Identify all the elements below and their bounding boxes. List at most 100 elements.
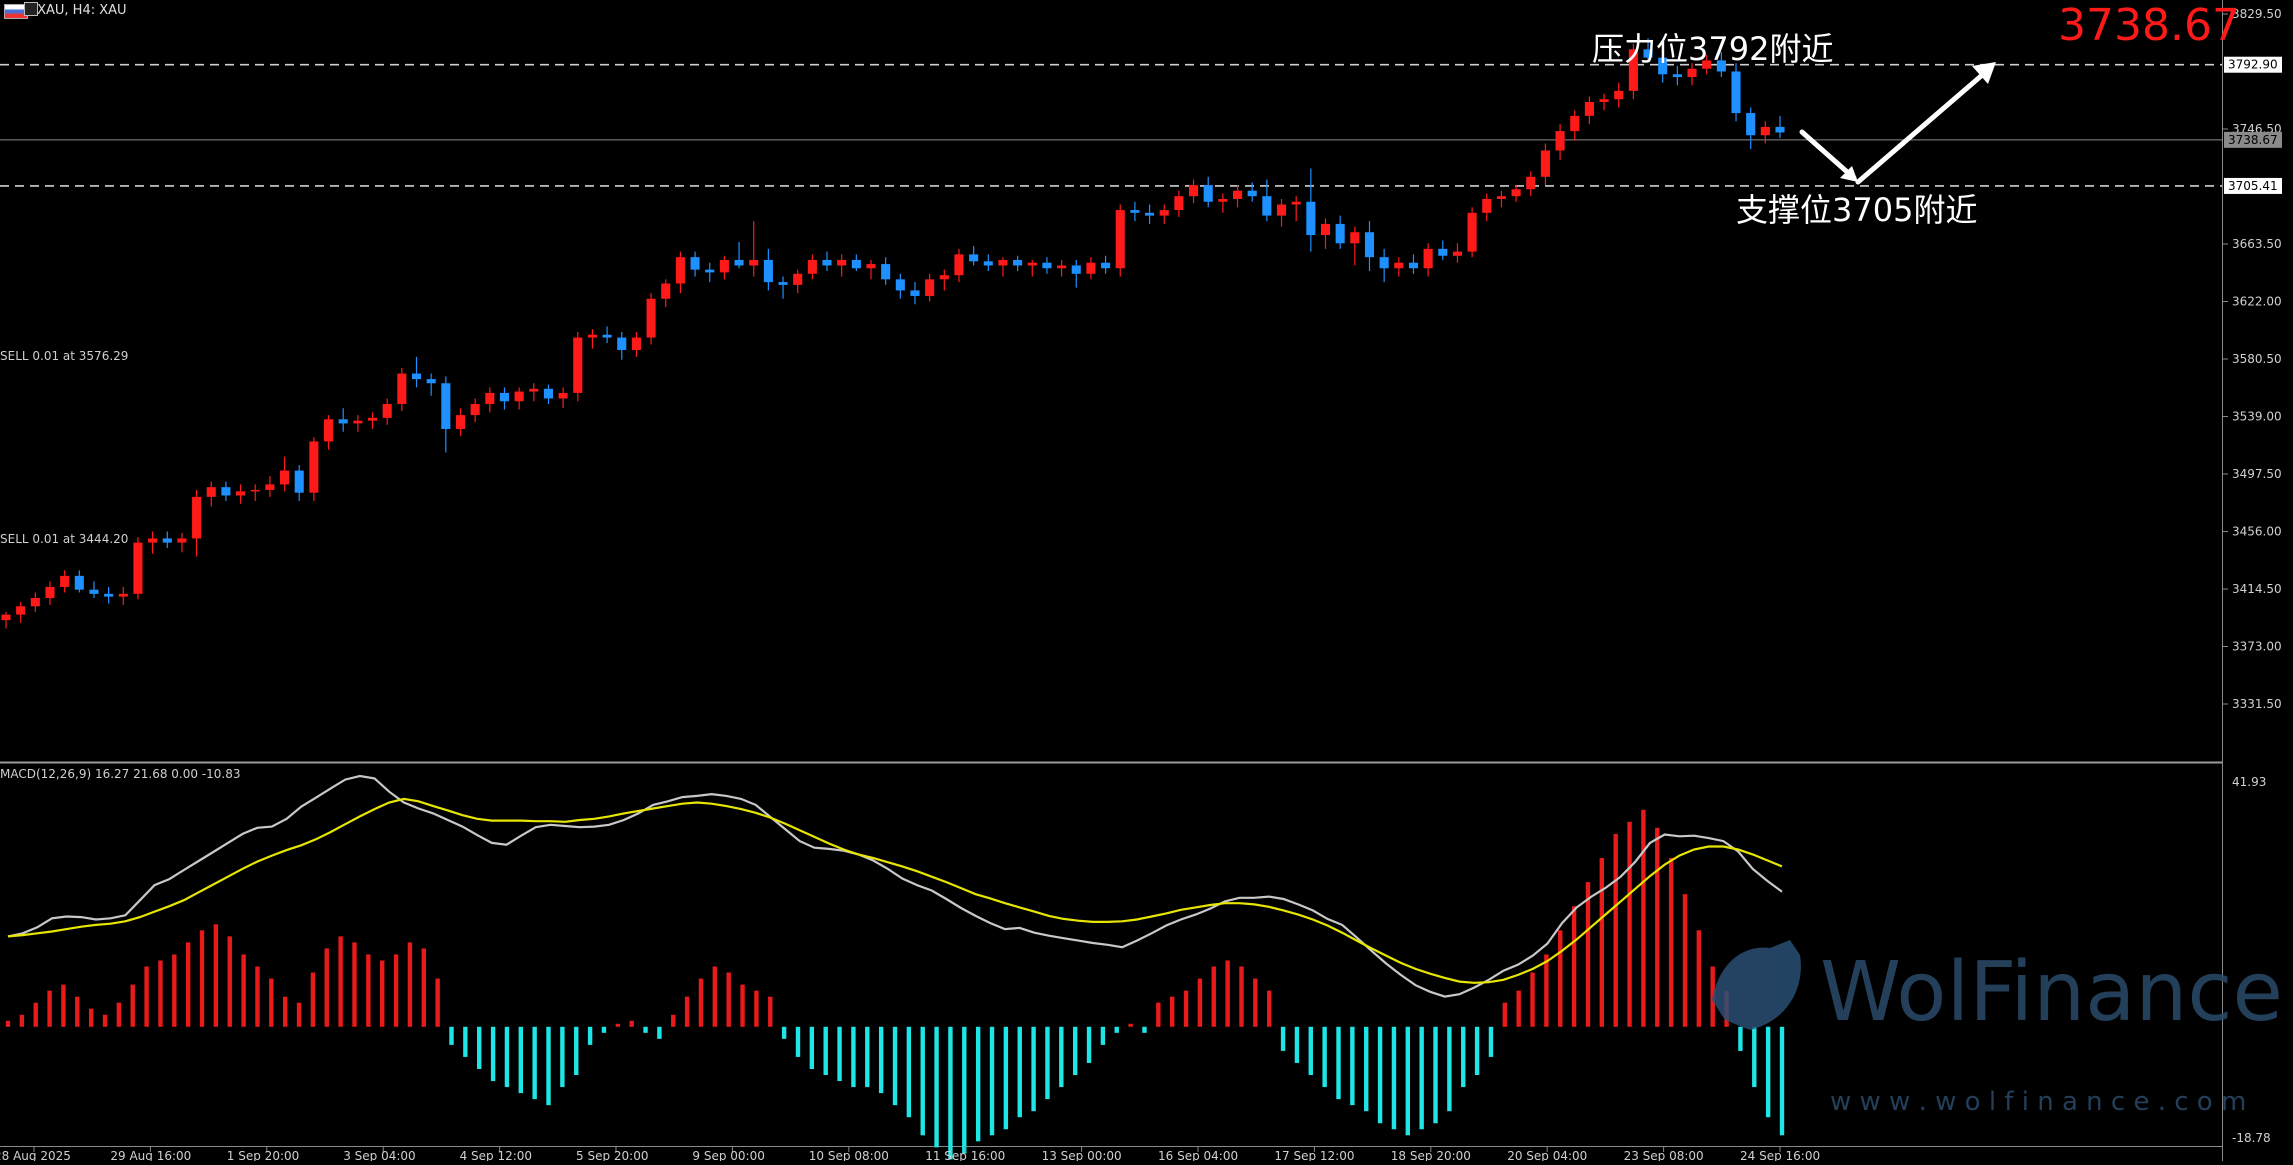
bear-candle: [1247, 190, 1257, 197]
time-tick-label: 17 Sep 12:00: [1274, 1149, 1354, 1161]
bear-candle: [1306, 201, 1316, 235]
macd-histogram-bar: [1197, 978, 1203, 1027]
macd-histogram-bar: [144, 966, 149, 1027]
macd-top-tick: 41.93: [2232, 775, 2266, 789]
horizontal-levels[interactable]: [0, 63, 2222, 187]
macd-histogram-bar: [504, 1026, 510, 1088]
bull-candle: [485, 392, 495, 405]
macd-histogram-bar: [477, 1026, 482, 1069]
macd-indicator-label[interactable]: MACD(12,26,9) 16.27 21.68 0.00 -10.83: [0, 767, 241, 781]
bear-candle: [690, 257, 700, 270]
bull-candle: [749, 259, 759, 266]
macd-histogram-bar: [948, 1026, 953, 1160]
wolf-head-icon: [1712, 940, 1801, 1030]
macd-histogram-bar: [1336, 1026, 1341, 1100]
bear-candle: [851, 259, 861, 269]
bull-candle: [1540, 150, 1550, 177]
macd-histogram-bar: [1253, 978, 1258, 1027]
macd-histogram-bar: [324, 948, 329, 1027]
bull-candle: [1760, 126, 1770, 136]
sell-order-label[interactable]: SELL 0.01 at 3444.20: [0, 532, 129, 546]
macd-histogram-bar: [19, 1014, 25, 1027]
macd-histogram-bar: [532, 1026, 537, 1100]
time-tick-label: 3 Sep 04:00: [343, 1149, 415, 1161]
bear-candle: [1013, 259, 1023, 266]
time-tick-label: 11 Sep 16:00: [925, 1149, 1005, 1161]
macd-histogram-bar: [1294, 1026, 1300, 1063]
macd-histogram-bar: [1086, 1026, 1092, 1063]
macd-histogram-bar: [1183, 990, 1189, 1027]
bull-candle: [470, 404, 480, 416]
macd-histogram-bar: [88, 1008, 94, 1027]
bull-candle: [1467, 212, 1477, 252]
bull-candle: [367, 417, 378, 421]
bull-candle: [1115, 210, 1125, 269]
bull-candle: [1482, 198, 1492, 213]
price-tick-label: 3497.50: [2232, 467, 2282, 481]
bear-candle: [1145, 212, 1155, 216]
macd-histogram-bar: [1169, 996, 1175, 1027]
macd-histogram-bar: [1059, 1026, 1064, 1088]
time-tick-label: 13 Sep 00:00: [1042, 1149, 1122, 1161]
macd-histogram-bar: [227, 936, 232, 1027]
macd-histogram-bar: [1114, 1026, 1119, 1033]
chart-toggle-icon[interactable]: [24, 2, 38, 16]
bear-candle: [1672, 74, 1682, 78]
bear-candle: [895, 279, 905, 291]
macd-histogram-bar: [1474, 1026, 1480, 1076]
price-tick-label: 3456.00: [2232, 525, 2282, 539]
macd-histogram-bar: [615, 1023, 621, 1027]
bull-candle: [265, 484, 275, 490]
macd-histogram-bar: [33, 1002, 38, 1027]
bear-candle: [338, 419, 348, 424]
macd-histogram-bar: [1682, 894, 1688, 1027]
down-arrow-head: [1840, 166, 1858, 182]
bear-candle: [411, 373, 422, 380]
macd-histogram-bar: [1488, 1026, 1494, 1057]
macd-series: [5, 774, 1785, 1160]
macd-histogram-bar: [1571, 906, 1577, 1027]
current-price-tag: 3738.67: [2228, 133, 2278, 147]
macd-histogram-bar: [1017, 1026, 1022, 1118]
bull-candle: [118, 593, 128, 597]
bear-candle: [1746, 113, 1756, 136]
macd-histogram-bar: [1031, 1026, 1036, 1112]
bull-candle: [192, 496, 202, 539]
macd-histogram-bar: [449, 1026, 454, 1045]
time-tick-label: 16 Sep 04:00: [1158, 1149, 1238, 1161]
macd-histogram-bar: [1516, 990, 1521, 1027]
bull-candle: [1599, 99, 1609, 102]
bear-candle: [104, 593, 114, 597]
bear-candle: [778, 282, 788, 285]
bull-candle: [148, 538, 158, 543]
watermark-brand: WolFinance: [1820, 945, 2283, 1040]
wolfinance-logo: WolFinance w w w . w o l f i n a n c e .…: [1712, 940, 2283, 1117]
bull-candle: [573, 337, 583, 393]
macd-histogram-bar: [1391, 1026, 1397, 1130]
macd-histogram-bar: [1142, 1026, 1147, 1033]
bull-candle: [1496, 196, 1506, 199]
macd-histogram-bar: [740, 984, 745, 1027]
macd-histogram-bar: [546, 1026, 551, 1106]
macd-histogram-bar: [75, 996, 80, 1027]
bull-candle: [866, 264, 876, 269]
bear-candle: [910, 290, 920, 296]
macd-histogram-bar: [781, 1026, 787, 1039]
bull-candle: [1189, 185, 1199, 197]
macd-histogram-bar: [366, 954, 371, 1027]
bear-candle: [617, 337, 627, 350]
macd-histogram-bar: [601, 1026, 607, 1033]
macd-histogram-bar: [296, 1002, 302, 1027]
macd-histogram-bar: [407, 942, 413, 1027]
projection-arrows[interactable]: [1799, 62, 1996, 185]
sell-order-label[interactable]: SELL 0.01 at 3576.29: [0, 349, 129, 363]
macd-histogram-bar: [1530, 972, 1535, 1027]
bull-candle: [1584, 101, 1594, 116]
macd-histogram-bar: [1072, 1026, 1078, 1076]
macd-histogram-bar: [1558, 930, 1563, 1027]
bear-candle: [1658, 57, 1668, 75]
macd-histogram-bar: [1128, 1023, 1133, 1027]
support-price-tag: 3705.41: [2228, 179, 2278, 193]
